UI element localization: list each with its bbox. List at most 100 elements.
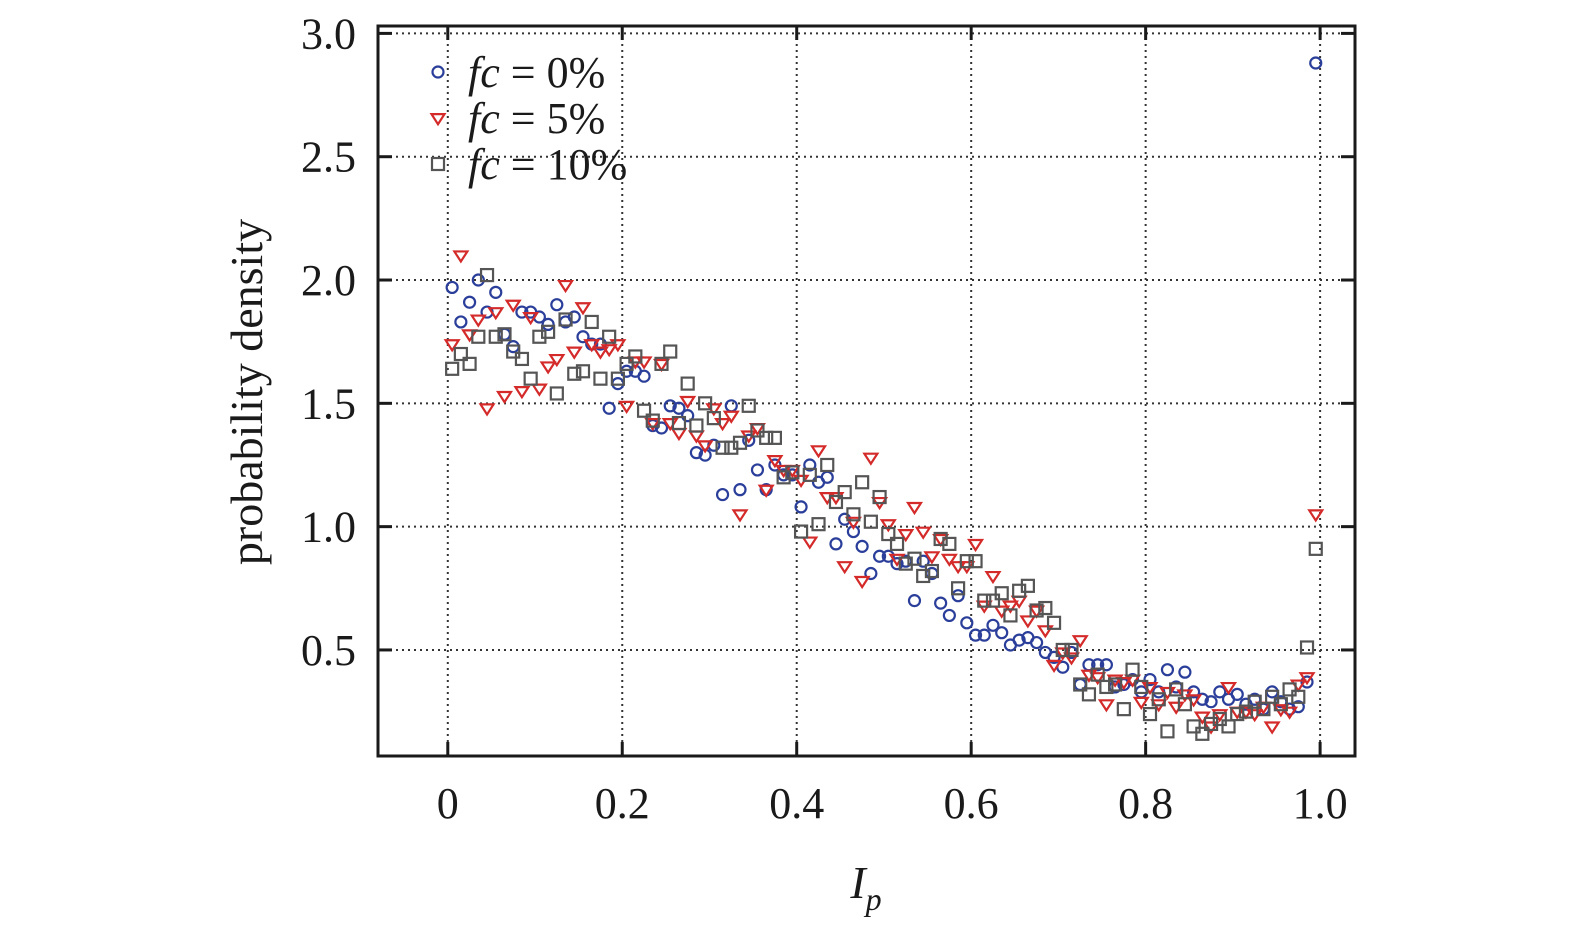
data-point-circle [1012,633,1026,647]
data-point-square [715,440,730,455]
data-point-square [523,371,538,386]
data-point-square [663,344,678,359]
data-point-circle [724,399,738,413]
legend: fc = 0% fc = 5% fc = 10% [429,48,627,189]
data-point-square [1160,724,1175,739]
data-point-square [1125,662,1140,677]
data-point-square [950,581,966,596]
data-point-square [514,351,530,367]
data-point-circle [820,470,834,484]
data-point-triangle-down [557,279,575,294]
legend-label-1-rest: = 5% [500,94,605,143]
data-point-triangle-down [923,551,941,565]
data-point-square [558,312,573,327]
data-point-triangle-down [583,339,601,353]
data-point-square [872,489,887,505]
data-point-square [593,371,608,386]
data-point-square [802,467,817,482]
data-point-square [628,349,643,364]
data-point-square [671,415,687,431]
data-point-triangle-down [1132,696,1150,710]
data-point-circle [1187,685,1201,699]
data-point-triangle-down [495,390,514,405]
data-point-square [767,430,783,445]
data-point-triangle-down [600,344,618,358]
data-point-triangle-down [1097,699,1115,713]
data-point-triangle-down [487,307,505,321]
data-point-square [1291,689,1306,704]
data-point-triangle-down [652,358,671,373]
data-point-triangle-down [836,561,854,575]
data-point-square [462,356,477,371]
data-point-triangle-down [696,440,714,454]
data-point-square [1151,692,1166,707]
data-point-circle [654,421,669,435]
data-point-triangle-down [757,484,775,498]
data-point-triangle-down [940,553,958,567]
legend-item-1: fc = 5% [429,94,605,143]
data-point-circle [620,364,634,378]
data-point-triangle-down [1167,701,1185,715]
data-point-triangle-down [1089,672,1107,686]
data-point-circle [462,295,477,309]
data-point-circle [960,616,974,630]
y-tick-label: 2.5 [301,133,356,182]
data-point-circle [1230,687,1244,701]
data-point-triangle-down [1263,721,1281,735]
data-point-triangle-down [530,383,548,397]
legend-marker-triangle [429,112,447,127]
y-tick-labels: 0.5 1.0 1.5 2.0 2.5 3.0 [301,9,356,675]
data-point-triangle-down [522,312,540,326]
data-point-triangle-down [862,452,880,466]
data-point-circle [1047,650,1061,664]
data-point-triangle-down [984,570,1002,585]
data-point-square [1116,702,1131,717]
data-point-square [846,507,861,522]
data-point-square [602,329,617,344]
legend-label-1-italic: fc [468,94,500,143]
data-point-square [959,554,974,569]
data-point-circle [986,618,1000,632]
grid-lines [378,26,1355,756]
data-point-triangle-down [1071,635,1089,649]
data-point-triangle-down [1281,706,1299,720]
data-point-circle [602,401,616,415]
data-point-triangle-down [1036,625,1054,639]
data-point-circle [1300,675,1314,689]
data-point-square [1134,679,1149,695]
data-point-triangle-down [478,403,496,417]
legend-symbol [431,65,445,79]
data-point-circle [942,608,956,623]
x-tick-label: 0.8 [1118,779,1173,828]
data-point-square [636,403,652,418]
data-point-circle [1309,56,1323,70]
data-point-triangle-down [731,509,749,523]
legend-symbol [430,156,446,172]
data-point-square [1282,682,1297,697]
data-point-square [741,398,756,413]
legend-label-2: fc = 10% [468,140,627,189]
data-point-circle [550,298,564,312]
data-point-square [994,586,1009,601]
data-point-triangle-down [1028,605,1046,619]
data-point-circle [1099,658,1113,672]
data-point-square [1108,677,1123,692]
legend-item-0: fc = 0% [431,48,605,97]
data-point-square [1247,694,1262,709]
data-point-triangle-down [1019,615,1037,629]
data-point-square [759,430,774,445]
data-point-circle [803,458,817,472]
data-point-square [1256,702,1271,717]
data-point-triangle-down [1219,681,1238,696]
data-point-square [1046,615,1062,630]
data-point-triangle-down [1211,709,1229,723]
data-point-circle [637,369,651,383]
data-point-circle [489,285,503,299]
data-point-square [1038,600,1053,616]
data-point-circle [881,549,895,563]
y-tick-label: 2.0 [301,256,356,305]
data-point-triangle-down [452,250,470,264]
legend-label-2-rest: = 10% [500,140,627,189]
data-point-triangle-down [1062,652,1081,666]
